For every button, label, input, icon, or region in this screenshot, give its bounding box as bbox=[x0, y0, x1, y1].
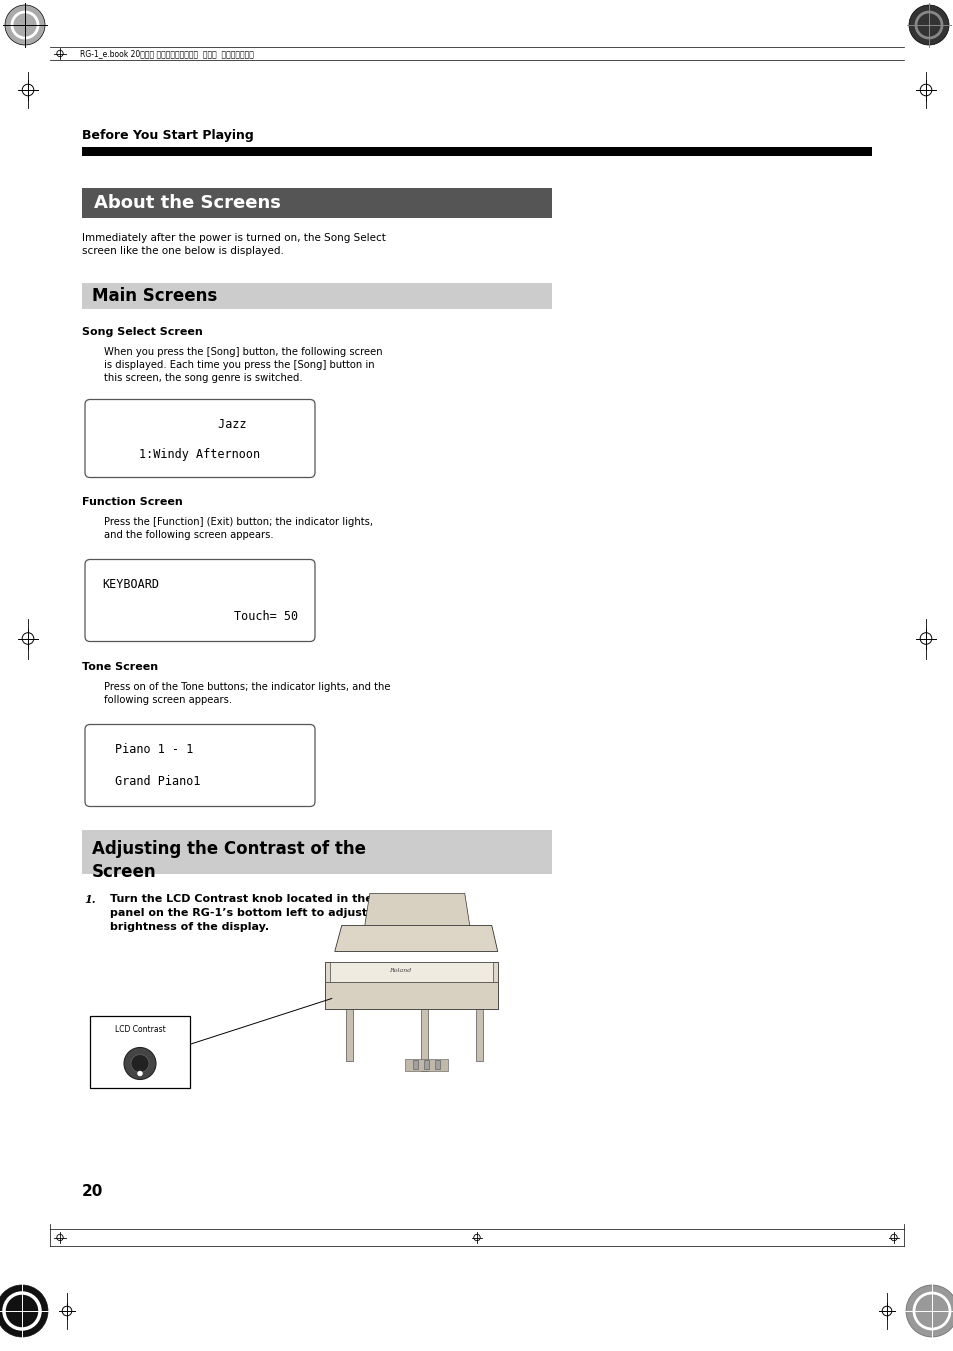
Circle shape bbox=[915, 12, 941, 38]
Text: Screen: Screen bbox=[91, 862, 156, 881]
Circle shape bbox=[905, 1285, 953, 1337]
Text: Turn the LCD Contrast knob located in the jack
panel on the RG-1’s bottom left t: Turn the LCD Contrast knob located in th… bbox=[110, 893, 401, 931]
Text: About the Screens: About the Screens bbox=[94, 193, 280, 212]
Text: LCD Contrast: LCD Contrast bbox=[114, 1025, 165, 1034]
Text: Piano 1 - 1: Piano 1 - 1 bbox=[115, 743, 193, 757]
Polygon shape bbox=[330, 962, 493, 981]
Text: Grand Piano1: Grand Piano1 bbox=[115, 775, 200, 788]
Polygon shape bbox=[404, 1058, 447, 1070]
Text: Function Screen: Function Screen bbox=[82, 497, 183, 507]
Text: Immediately after the power is turned on, the Song Select
screen like the one be: Immediately after the power is turned on… bbox=[82, 232, 385, 257]
Bar bbox=[82, 147, 871, 155]
Bar bbox=[82, 282, 552, 308]
Bar bbox=[476, 1008, 483, 1061]
Circle shape bbox=[0, 1285, 48, 1337]
Polygon shape bbox=[335, 925, 497, 951]
Circle shape bbox=[137, 1071, 142, 1075]
Circle shape bbox=[4, 1293, 40, 1329]
Text: Roland: Roland bbox=[388, 969, 411, 973]
Bar bbox=[435, 1059, 439, 1069]
Text: Tone Screen: Tone Screen bbox=[82, 662, 158, 671]
Bar bbox=[424, 1059, 429, 1069]
FancyBboxPatch shape bbox=[85, 559, 314, 642]
Bar bbox=[413, 1059, 417, 1069]
FancyBboxPatch shape bbox=[85, 400, 314, 477]
Circle shape bbox=[5, 5, 45, 45]
Text: Jazz: Jazz bbox=[153, 417, 246, 431]
Text: Main Screens: Main Screens bbox=[91, 286, 217, 304]
Text: Press on of the Tone buttons; the indicator lights, and the
following screen app: Press on of the Tone buttons; the indica… bbox=[104, 681, 390, 705]
Bar bbox=[90, 1016, 190, 1088]
Text: Adjusting the Contrast of the: Adjusting the Contrast of the bbox=[91, 839, 366, 858]
Polygon shape bbox=[324, 962, 497, 1008]
Bar bbox=[346, 1008, 353, 1061]
Text: KEYBOARD: KEYBOARD bbox=[102, 578, 159, 590]
Circle shape bbox=[908, 5, 948, 45]
Circle shape bbox=[124, 1047, 156, 1079]
Polygon shape bbox=[324, 981, 497, 1008]
Circle shape bbox=[131, 1055, 149, 1073]
Text: 20: 20 bbox=[82, 1183, 103, 1198]
Text: Touch= 50: Touch= 50 bbox=[233, 611, 297, 623]
Text: When you press the [Song] button, the following screen
is displayed. Each time y: When you press the [Song] button, the fo… bbox=[104, 346, 382, 382]
Text: Song Select Screen: Song Select Screen bbox=[82, 327, 203, 336]
Polygon shape bbox=[364, 893, 469, 925]
Bar bbox=[82, 830, 552, 874]
Text: Before You Start Playing: Before You Start Playing bbox=[82, 128, 253, 142]
Bar bbox=[421, 1008, 428, 1070]
Circle shape bbox=[12, 12, 38, 38]
Text: 1.: 1. bbox=[84, 893, 95, 905]
Circle shape bbox=[913, 1293, 949, 1329]
Bar bbox=[82, 188, 552, 218]
Text: Press the [Function] (Exit) button; the indicator lights,
and the following scre: Press the [Function] (Exit) button; the … bbox=[104, 516, 373, 539]
Text: RG-1_e.book 20ページ ２００８年４月８日  火曜日  午後２時３６分: RG-1_e.book 20ページ ２００８年４月８日 火曜日 午後２時３６分 bbox=[80, 49, 253, 58]
FancyBboxPatch shape bbox=[85, 724, 314, 807]
Text: 1:Windy Afternoon: 1:Windy Afternoon bbox=[139, 449, 260, 461]
